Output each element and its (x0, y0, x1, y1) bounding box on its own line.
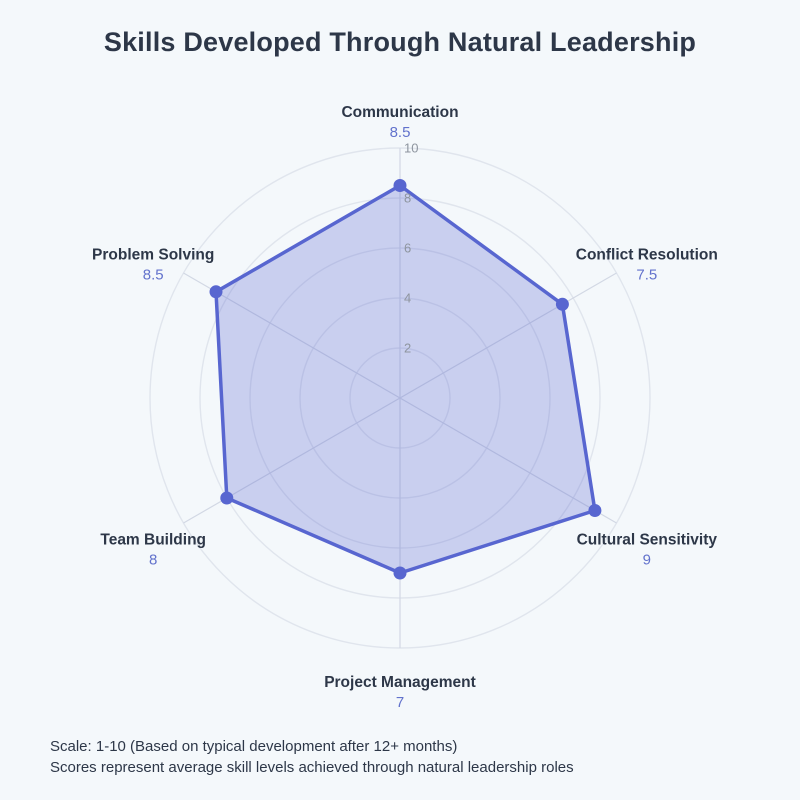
radar-data-points (209, 179, 602, 580)
data-point-conflict-resolution[interactable] (555, 297, 569, 311)
axis-label-problem-solving: Problem Solving (92, 247, 214, 264)
data-point-project-management[interactable] (393, 566, 407, 580)
tick-label-4: 4 (404, 291, 411, 306)
spoke-conflict-resolution (399, 272, 617, 399)
data-point-team-building[interactable] (220, 491, 234, 505)
radar-tick-labels: 2 4 6 8 10 (404, 141, 418, 356)
axis-label-conflict-resolution: Conflict Resolution (576, 247, 718, 264)
chart-footnote: Scale: 1-10 (Based on typical developmen… (50, 736, 574, 778)
footnote-description: Scores represent average skill levels ac… (50, 759, 574, 776)
data-point-problem-solving[interactable] (209, 285, 223, 299)
tick-label-6: 6 (404, 241, 411, 256)
spoke-cultural-sensitivity (399, 397, 617, 524)
axis-label-communication: Communication (341, 104, 458, 121)
axis-value-conflict-resolution: 7.5 (636, 267, 657, 284)
axis-label-project-management: Project Management (324, 674, 476, 691)
axis-value-communication: 8.5 (390, 124, 411, 141)
chart-title: Skills Developed Through Natural Leaders… (103, 27, 697, 57)
axis-value-team-building: 8 (149, 552, 157, 569)
tick-label-8: 8 (404, 191, 411, 206)
data-point-communication[interactable] (393, 179, 407, 192)
axis-value-problem-solving: 8.5 (143, 267, 164, 284)
radar-spokes (183, 148, 617, 648)
radar-axis-labels: Communication 8.5 Conflict Resolution 7.5 Cu… (92, 104, 718, 711)
axis-value-project-management: 7 (396, 694, 404, 711)
axis-value-cultural-sensitivity: 9 (643, 552, 651, 569)
data-point-cultural-sensitivity[interactable] (588, 504, 602, 517)
footnote-scale: Scale: 1-10 (Based on typical developmen… (50, 738, 458, 755)
axis-label-cultural-sensitivity: Cultural Sensitivity (577, 532, 718, 549)
tick-label-10: 10 (404, 141, 418, 156)
spoke-team-building (183, 397, 401, 524)
tick-label-2: 2 (404, 341, 411, 356)
axis-label-team-building: Team Building (100, 532, 206, 549)
